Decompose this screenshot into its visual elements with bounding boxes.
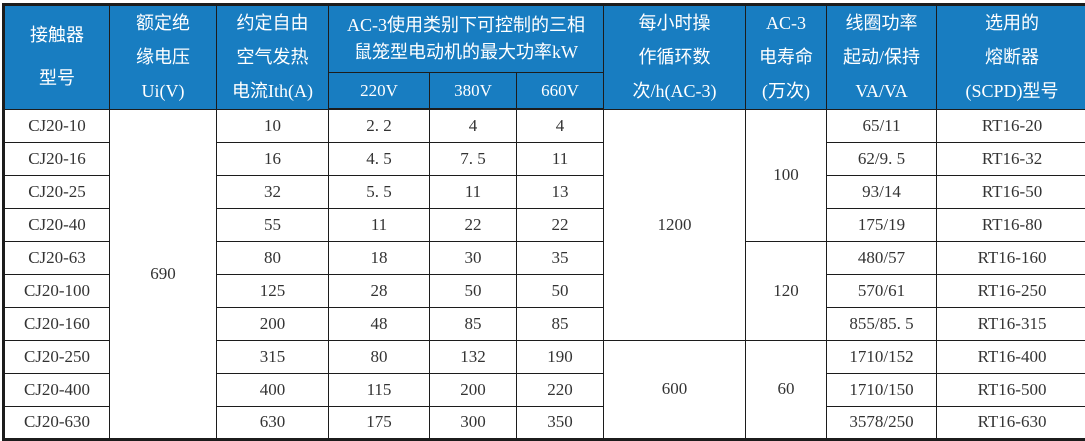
header-fuse: 选用的 熔断器 (SCPD)型号 (937, 5, 1085, 110)
ith-cell: 315 (217, 340, 329, 373)
p380-cell: 85 (430, 307, 517, 340)
header-cycles-per-hour: 每小时操 作循环数 次/h(AC-3) (604, 5, 746, 110)
ith-cell: 200 (217, 307, 329, 340)
fuse-cell: RT16-80 (937, 208, 1085, 241)
model-cell: CJ20-630 (4, 406, 110, 439)
fuse-cell: RT16-630 (937, 406, 1085, 439)
p380-cell: 132 (430, 340, 517, 373)
header-220v: 220V (329, 73, 430, 110)
coil-cell: 855/85. 5 (827, 307, 937, 340)
p660-cell: 220 (517, 373, 604, 406)
p660-cell: 190 (517, 340, 604, 373)
header-ac3-life: AC-3 电寿命 (万次) (746, 5, 827, 110)
model-cell: CJ20-16 (4, 142, 110, 175)
model-cell: CJ20-100 (4, 274, 110, 307)
coil-cell: 1710/152 (827, 340, 937, 373)
fuse-cell: RT16-400 (937, 340, 1085, 373)
coil-cell: 175/19 (827, 208, 937, 241)
life-cell: 60 (746, 340, 827, 439)
p220-cell: 2. 2 (329, 109, 430, 142)
header-rated-insulation-voltage: 额定绝 缘电压 Ui(V) (110, 5, 217, 110)
p220-cell: 11 (329, 208, 430, 241)
ith-cell: 16 (217, 142, 329, 175)
fuse-cell: RT16-315 (937, 307, 1085, 340)
p660-cell: 4 (517, 109, 604, 142)
p660-cell: 35 (517, 241, 604, 274)
header-380v: 380V (430, 73, 517, 110)
coil-cell: 570/61 (827, 274, 937, 307)
ith-cell: 10 (217, 109, 329, 142)
header-ac3-max-power: AC-3使用类别下可控制的三相 鼠笼型电动机的最大功率kW (329, 5, 604, 73)
p220-cell: 28 (329, 274, 430, 307)
fuse-cell: RT16-500 (937, 373, 1085, 406)
life-cell: 120 (746, 241, 827, 340)
p660-cell: 13 (517, 175, 604, 208)
coil-cell: 62/9. 5 (827, 142, 937, 175)
model-cell: CJ20-40 (4, 208, 110, 241)
model-cell: CJ20-25 (4, 175, 110, 208)
fuse-cell: RT16-50 (937, 175, 1085, 208)
p380-cell: 11 (430, 175, 517, 208)
model-cell: CJ20-250 (4, 340, 110, 373)
p380-cell: 7. 5 (430, 142, 517, 175)
coil-cell: 93/14 (827, 175, 937, 208)
header-model: 接触器 型号 (4, 5, 110, 110)
header-thermal-current: 约定自由 空气发热 电流Ith(A) (217, 5, 329, 110)
p220-cell: 175 (329, 406, 430, 439)
spec-table: 接触器 型号 额定绝 缘电压 Ui(V) 约定自由 空气发热 电流Ith(A) … (2, 3, 1085, 441)
p660-cell: 22 (517, 208, 604, 241)
p380-cell: 22 (430, 208, 517, 241)
table-header: 接触器 型号 额定绝 缘电压 Ui(V) 约定自由 空气发热 电流Ith(A) … (4, 5, 1085, 110)
fuse-cell: RT16-250 (937, 274, 1085, 307)
coil-cell: 1710/150 (827, 373, 937, 406)
p660-cell: 50 (517, 274, 604, 307)
table-row: CJ20-10 690 10 2. 2 4 4 1200 100 65/11 R… (4, 109, 1085, 142)
p220-cell: 48 (329, 307, 430, 340)
p220-cell: 18 (329, 241, 430, 274)
header-coil-power: 线圈功率 起动/保持 VA/VA (827, 5, 937, 110)
p220-cell: 5. 5 (329, 175, 430, 208)
fuse-cell: RT16-160 (937, 241, 1085, 274)
ith-cell: 32 (217, 175, 329, 208)
life-cell: 100 (746, 109, 827, 241)
ui-voltage-cell: 690 (110, 109, 217, 439)
p380-cell: 50 (430, 274, 517, 307)
coil-cell: 3578/250 (827, 406, 937, 439)
p380-cell: 300 (430, 406, 517, 439)
contactor-spec-table: 接触器 型号 额定绝 缘电压 Ui(V) 约定自由 空气发热 电流Ith(A) … (2, 3, 1079, 436)
p660-cell: 11 (517, 142, 604, 175)
coil-cell: 480/57 (827, 241, 937, 274)
fuse-cell: RT16-32 (937, 142, 1085, 175)
ith-cell: 55 (217, 208, 329, 241)
p220-cell: 80 (329, 340, 430, 373)
ith-cell: 400 (217, 373, 329, 406)
cycles-cell: 600 (604, 340, 746, 439)
ith-cell: 80 (217, 241, 329, 274)
p380-cell: 30 (430, 241, 517, 274)
header-660v: 660V (517, 73, 604, 110)
p380-cell: 4 (430, 109, 517, 142)
fuse-cell: RT16-20 (937, 109, 1085, 142)
model-cell: CJ20-63 (4, 241, 110, 274)
p220-cell: 4. 5 (329, 142, 430, 175)
model-cell: CJ20-10 (4, 109, 110, 142)
ith-cell: 125 (217, 274, 329, 307)
model-cell: CJ20-400 (4, 373, 110, 406)
p660-cell: 85 (517, 307, 604, 340)
cycles-cell: 1200 (604, 109, 746, 340)
table-body: CJ20-10 690 10 2. 2 4 4 1200 100 65/11 R… (4, 109, 1085, 439)
model-cell: CJ20-160 (4, 307, 110, 340)
p660-cell: 350 (517, 406, 604, 439)
coil-cell: 65/11 (827, 109, 937, 142)
ith-cell: 630 (217, 406, 329, 439)
p220-cell: 115 (329, 373, 430, 406)
p380-cell: 200 (430, 373, 517, 406)
